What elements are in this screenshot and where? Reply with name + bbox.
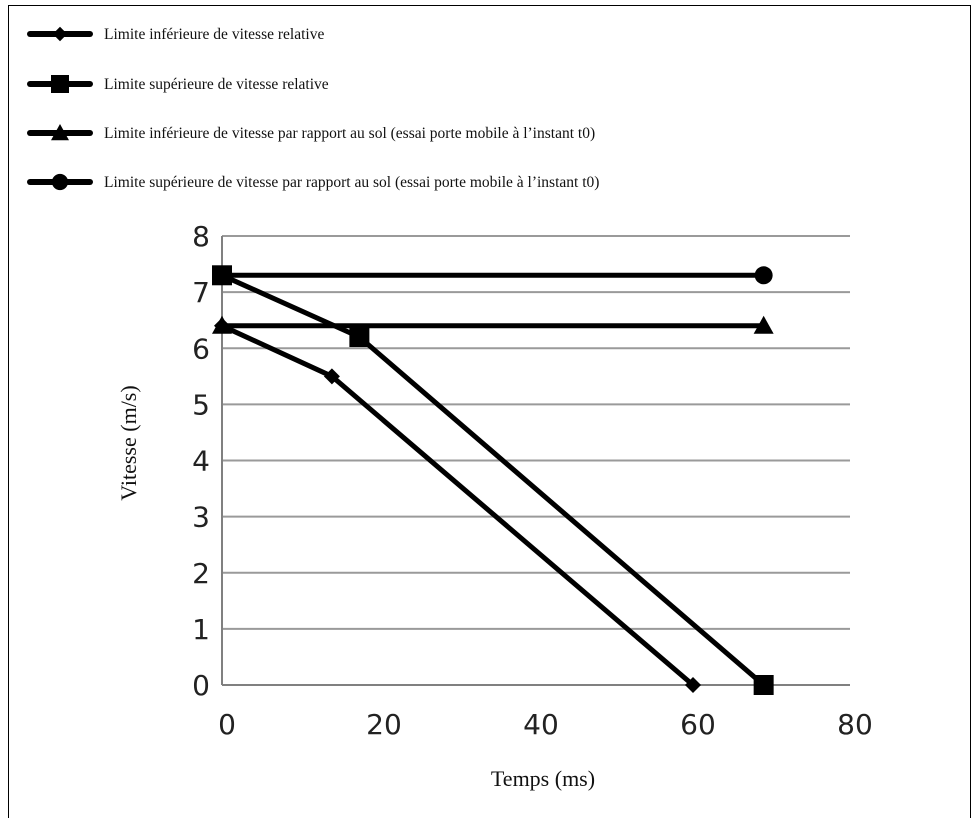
legend-label-diamond: Limite inférieure de vitesse relative (104, 26, 324, 43)
data-point-diamond-2 (685, 677, 701, 693)
data-point-circle-1 (754, 266, 773, 285)
legend-item-diamond: Limite inférieure de vitesse relative (27, 26, 324, 43)
data-point-square-2 (753, 675, 774, 695)
x-tick-label-20: 20 (366, 708, 402, 741)
data-point-triangle-0 (212, 315, 232, 334)
y-tick-label-5: 5 (192, 388, 210, 421)
legend-marker-diamond (52, 26, 68, 42)
y-tick-label-1: 1 (192, 613, 210, 646)
legend-item-square: Limite supérieure de vitesse relative (27, 75, 329, 93)
x-tick-label-80: 80 (837, 708, 873, 741)
data-point-triangle-1 (753, 315, 774, 334)
legend: Limite inférieure de vitesse relative Lim… (27, 26, 599, 191)
y-axis-label: Vitesse (m/s) (116, 385, 141, 500)
series-diamond (214, 317, 701, 693)
x-tick-label-60: 60 (680, 708, 716, 741)
legend-label-circle: Limite supérieure de vitesse par rapport… (104, 174, 599, 191)
series-line-diamond (220, 323, 695, 687)
legend-marker-square (51, 75, 69, 93)
figure-frame (8, 5, 971, 818)
x-tick-label-0: 0 (218, 708, 236, 741)
data-point-square-1 (349, 327, 370, 348)
legend-label-triangle: Limite inférieure de vitesse par rapport… (104, 125, 595, 142)
y-tick-label-0: 0 (192, 669, 210, 702)
series-triangle (212, 315, 774, 334)
y-tick-label-4: 4 (192, 445, 210, 478)
legend-item-circle: Limite supérieure de vitesse par rapport… (27, 173, 599, 191)
axes (221, 236, 850, 686)
y-tick-label-6: 6 (192, 332, 210, 365)
y-tick-label-3: 3 (192, 501, 210, 534)
series-square (212, 265, 774, 695)
legend-item-triangle: Limite inférieure de vitesse par rapport… (27, 124, 595, 142)
y-tick-label-8: 8 (192, 220, 210, 253)
series-line-square (220, 273, 766, 687)
data-point-circle-0 (213, 266, 231, 285)
x-axis-label: Temps (ms) (491, 766, 595, 791)
x-tick-label-40: 40 (523, 708, 559, 741)
grid-lines (222, 235, 850, 630)
data-point-diamond-1 (323, 368, 340, 385)
y-tick-label-2: 2 (192, 557, 210, 590)
series-circle (213, 266, 773, 285)
legend-marker-triangle (51, 124, 69, 141)
legend-marker-circle (51, 173, 69, 191)
legend-label-square: Limite supérieure de vitesse relative (104, 76, 329, 93)
y-tick-label-7: 7 (192, 276, 210, 309)
series-group (212, 265, 774, 695)
